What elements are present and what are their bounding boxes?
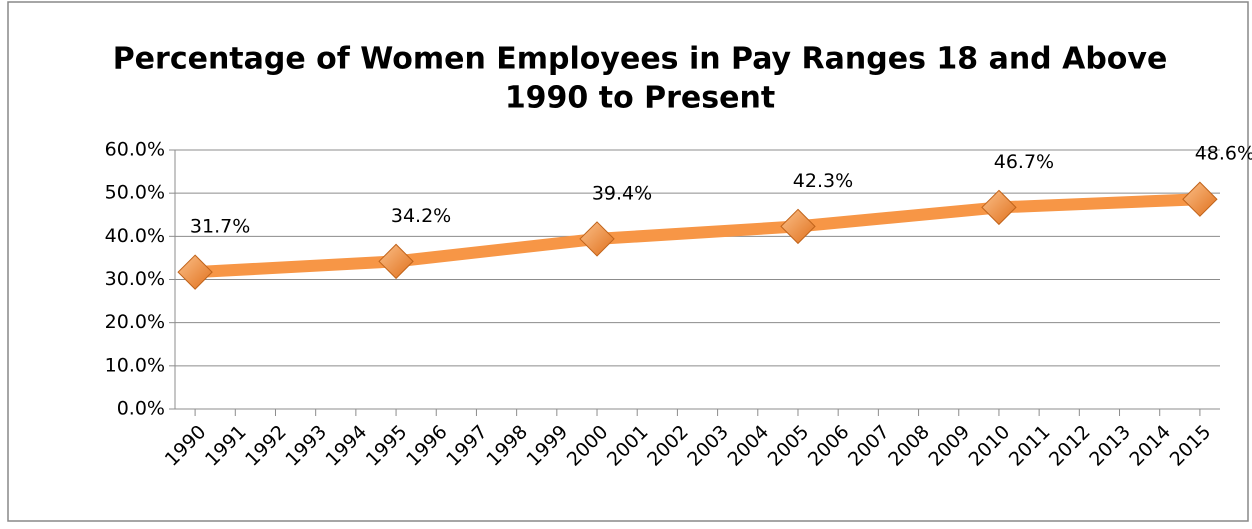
data-label: 31.7% — [190, 216, 250, 238]
data-label: 42.3% — [793, 170, 853, 192]
data-label: 39.4% — [592, 182, 652, 204]
chart-frame — [7, 1, 1249, 522]
y-tick-label: 50.0% — [105, 182, 165, 204]
data-label: 46.7% — [994, 151, 1054, 173]
marker — [378, 243, 414, 280]
data-label: 34.2% — [391, 205, 451, 227]
y-tick-label: 10.0% — [105, 354, 165, 376]
marker — [579, 221, 615, 257]
marker — [177, 254, 213, 290]
data-label: 48.6% — [1195, 143, 1252, 165]
marker — [1182, 181, 1218, 217]
y-tick-label: 30.0% — [105, 268, 165, 290]
marker — [780, 208, 816, 245]
line — [194, 193, 1201, 279]
y-tick-label: 0.0% — [117, 398, 165, 420]
marker — [981, 189, 1017, 226]
y-tick-label: 60.0% — [105, 139, 165, 161]
chart-subtitle: 1990 to Present — [505, 81, 775, 116]
chart-title: Percentage of Women Employees in Pay Ran… — [113, 42, 1168, 77]
y-tick-label: 40.0% — [105, 225, 165, 247]
y-tick-label: 20.0% — [105, 311, 165, 333]
